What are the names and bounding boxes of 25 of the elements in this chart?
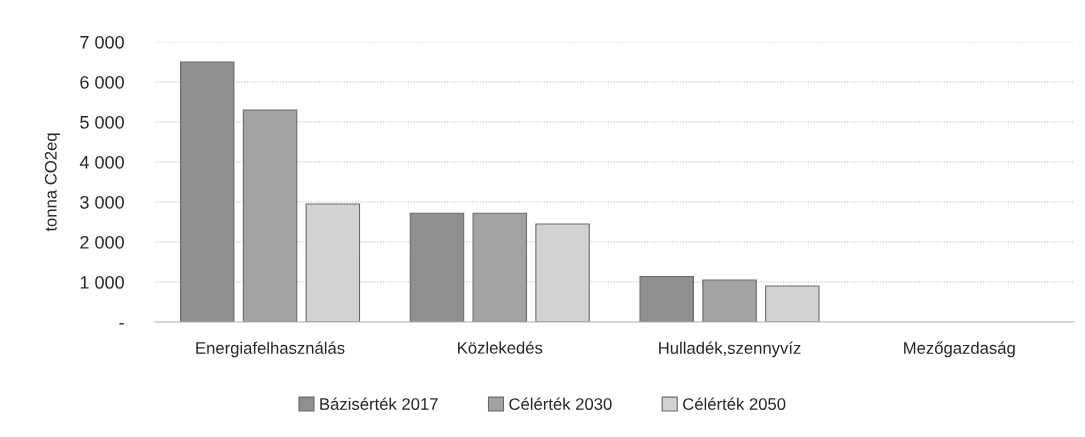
x-tick-label: Mezőgazdaság (904, 341, 1015, 358)
bar (639, 275, 694, 323)
y-tick-label: 3 000 (80, 195, 124, 209)
x-tick-label: Energiafelhasználás (196, 341, 345, 358)
y-tick-label: 7 000 (80, 35, 124, 49)
legend-label: Célérték 2050 (683, 397, 786, 410)
y-tick-label: 2 000 (80, 235, 124, 249)
y-tick-label: 1 000 (80, 275, 124, 289)
bar (242, 109, 298, 323)
bar (179, 61, 235, 323)
bar (409, 212, 465, 323)
bar (535, 223, 590, 323)
y-axis-title: tonna CO2eq (44, 133, 60, 232)
bar (305, 203, 361, 323)
legend-label: Célérték 2030 (509, 397, 612, 410)
y-tick-label: 5 000 (80, 115, 124, 129)
bar (765, 285, 820, 323)
x-tick-label: Hulladék,szennyvíz (659, 341, 801, 358)
y-tick-label: - (119, 323, 124, 325)
bar (702, 279, 757, 323)
y-tick-label: 6 000 (80, 75, 124, 89)
y-tick-label: 4 000 (79, 155, 124, 169)
legend-label: Bázisérték 2017 (320, 397, 438, 410)
x-tick-label: Közlekedés (458, 341, 543, 354)
bar (472, 212, 528, 323)
